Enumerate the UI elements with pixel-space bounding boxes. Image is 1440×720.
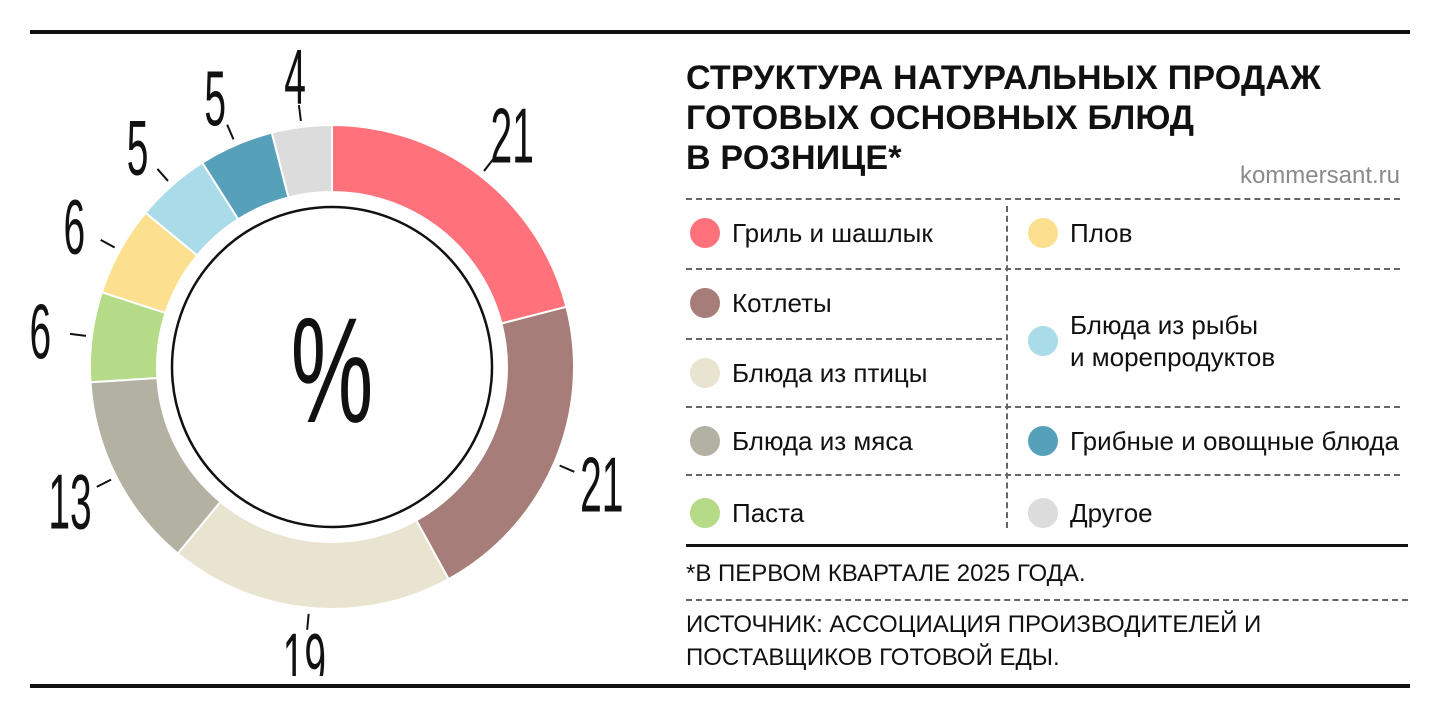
legend-label: Блюда из мяса <box>732 426 913 456</box>
legend-swatch <box>1028 218 1058 248</box>
slice-value-label: 19 <box>283 618 326 676</box>
legend-label: Другое <box>1070 498 1153 528</box>
legend-swatch <box>690 426 720 456</box>
title-line-3: В РОЗНИЦЕ* <box>686 139 902 177</box>
slice-value-label: 5 <box>127 105 149 192</box>
legend-item-mushroom-veg: Грибные и овощные блюда <box>1028 425 1399 457</box>
legend-label: Паста <box>732 498 805 528</box>
legend-swatch <box>690 218 720 248</box>
legend-item-pasta: Паста <box>690 497 804 529</box>
legend-swatch <box>690 358 720 388</box>
leader-line <box>306 613 310 630</box>
legend-swatch <box>690 288 720 318</box>
bottom-rule <box>30 684 1410 688</box>
donut-center <box>170 205 494 529</box>
leader-line <box>559 464 575 473</box>
legend-label: Блюда из птицы <box>732 358 928 388</box>
legend-divider-top <box>686 198 1400 200</box>
title-line-2: ГОТОВЫХ ОСНОВНЫХ БЛЮД <box>686 99 1195 137</box>
legend-label: Грибные и овощные блюда <box>1070 426 1399 456</box>
legend-swatch <box>690 498 720 528</box>
legend-column-divider <box>1006 206 1008 528</box>
legend-item-cutlets: Котлеты <box>690 287 832 319</box>
source-note: ИСТОЧНИК: АССОЦИАЦИЯ ПРОИЗВОДИТЕЛЕЙ И ПО… <box>686 611 1262 671</box>
chart-title: СТРУКТУРА НАТУРАЛЬНЫХ ПРОДАЖ ГОТОВЫХ ОСН… <box>686 58 1406 178</box>
leader-line <box>226 124 235 140</box>
legend-item-meat: Блюда из мяса <box>690 425 913 457</box>
legend-label: Котлеты <box>732 288 832 318</box>
center-percent-label: % <box>291 287 374 454</box>
slice-value-label: 21 <box>580 442 623 529</box>
slice-value-label: 6 <box>29 289 51 376</box>
legend-label: Плов <box>1070 218 1133 248</box>
legend-swatch <box>1028 326 1058 356</box>
leader-line <box>483 157 495 172</box>
legend-label: Гриль и шашлык <box>732 218 933 248</box>
legend-swatch <box>1028 426 1058 456</box>
footnote-divider <box>686 599 1408 601</box>
top-rule <box>30 30 1410 34</box>
legend-item-pilaf: Плов <box>1028 217 1132 249</box>
site-credit: kommersant.ru <box>1239 162 1400 189</box>
leader-line <box>69 332 87 337</box>
legend-divider <box>686 338 1002 340</box>
legend-item-poultry: Блюда из птицы <box>690 357 927 389</box>
leader-line <box>156 168 169 182</box>
footnote: *В ПЕРВОМ КВАРТАЛЕ 2025 ГОДА. <box>686 560 1086 587</box>
legend-swatch <box>1028 498 1058 528</box>
leader-line <box>100 238 116 249</box>
donut-slice <box>270 123 333 199</box>
legend-item-grill: Гриль и шашлык <box>690 217 933 249</box>
leader-line <box>96 478 112 488</box>
slice-value-label: 6 <box>64 184 86 271</box>
legend-label: Блюда из рыбы и морепродуктов <box>1070 310 1276 372</box>
legend-divider <box>686 268 1400 270</box>
slice-value-label: 5 <box>204 56 226 143</box>
legend-item-fish: Блюда из рыбы и морепродуктов <box>1028 309 1275 373</box>
legend-item-other: Другое <box>1028 497 1153 529</box>
legend-divider <box>686 406 1400 408</box>
footnote-rule <box>686 544 1408 547</box>
slice-value-label: 4 <box>284 36 306 121</box>
title-line-1: СТРУКТУРА НАТУРАЛЬНЫХ ПРОДАЖ <box>686 59 1322 97</box>
legend-divider <box>686 474 1400 476</box>
legend: Гриль и шашлык Котлеты Блюда из птицы Бл… <box>686 198 1400 530</box>
slice-value-label: 21 <box>491 93 534 180</box>
slice-value-label: 13 <box>48 459 91 546</box>
leader-line <box>297 104 302 122</box>
